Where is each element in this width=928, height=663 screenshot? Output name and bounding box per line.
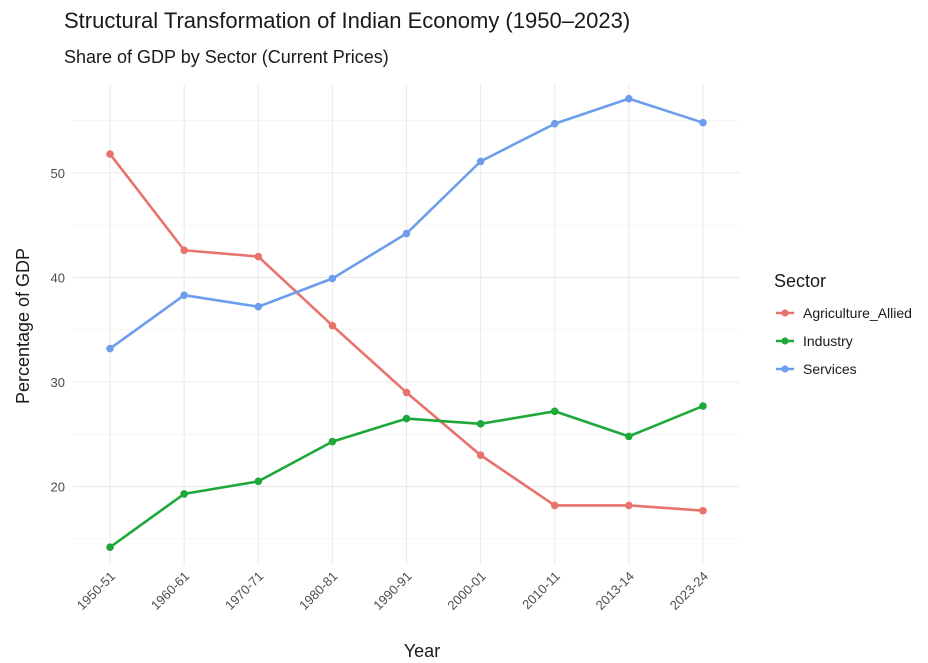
data-point: [476, 420, 485, 428]
y-tick-label: 30: [51, 375, 65, 390]
data-point: [402, 388, 411, 397]
x-tick-label: 2023-24: [667, 569, 711, 613]
data-point: [550, 119, 559, 128]
x-tick-label: 2013-14: [593, 569, 637, 613]
data-point: [402, 229, 411, 238]
data-point: [699, 402, 707, 410]
data-point: [550, 501, 559, 510]
data-point: [550, 407, 559, 416]
data-point: [328, 274, 337, 283]
data-point: [180, 246, 188, 255]
y-tick-label: 20: [51, 480, 65, 495]
data-point: [254, 302, 263, 311]
legend-key-point: [781, 337, 789, 345]
data-point: [625, 501, 633, 510]
legend: Sector Agriculture_Allied Industry Service…: [774, 271, 912, 377]
legend-label: Agriculture_Allied: [803, 305, 912, 321]
data-point: [328, 437, 337, 446]
x-tick-label: 1960-61: [148, 569, 192, 613]
data-point: [625, 94, 633, 103]
x-tick-label: 2000-01: [444, 569, 488, 613]
x-tick-label: 1990-91: [370, 569, 414, 613]
data-point: [699, 506, 707, 515]
data-point: [699, 118, 707, 127]
legend-label: Industry: [803, 333, 853, 349]
x-axis-title: Year: [404, 641, 440, 661]
data-point: [476, 451, 485, 460]
y-tick-label: 40: [51, 270, 65, 285]
y-axis-title: Percentage of GDP: [13, 248, 33, 404]
data-point: [106, 150, 114, 158]
series-group: [106, 94, 707, 552]
x-tick-label: 1950-51: [74, 569, 118, 613]
legend-key-point: [781, 365, 789, 373]
legend-label: Services: [803, 361, 857, 377]
data-point: [402, 414, 411, 423]
grid-lines: [73, 84, 740, 565]
y-tick-label: 50: [51, 166, 65, 181]
data-point: [106, 344, 114, 353]
chart-subtitle: Share of GDP by Sector (Current Prices): [64, 47, 389, 67]
data-point: [328, 321, 337, 330]
data-point: [180, 490, 188, 498]
data-point: [254, 477, 263, 486]
data-point: [180, 291, 188, 300]
data-point: [625, 432, 633, 441]
x-tick-label: 1970-71: [222, 569, 266, 613]
legend-title: Sector: [774, 271, 826, 291]
data-point: [476, 157, 485, 166]
x-tick-label: 1980-81: [296, 569, 340, 613]
chart-title: Structural Transformation of Indian Econ…: [64, 8, 631, 33]
x-tick-label: 2010-11: [519, 569, 563, 613]
data-point: [254, 252, 263, 261]
data-point: [106, 543, 114, 552]
x-axis-ticks: 1950-51 1960-61 1970-71 1980-81 1990-91 2000-…: [74, 569, 711, 613]
legend-key-point: [781, 309, 789, 317]
y-axis-ticks: 20 30 40 50: [51, 166, 65, 495]
